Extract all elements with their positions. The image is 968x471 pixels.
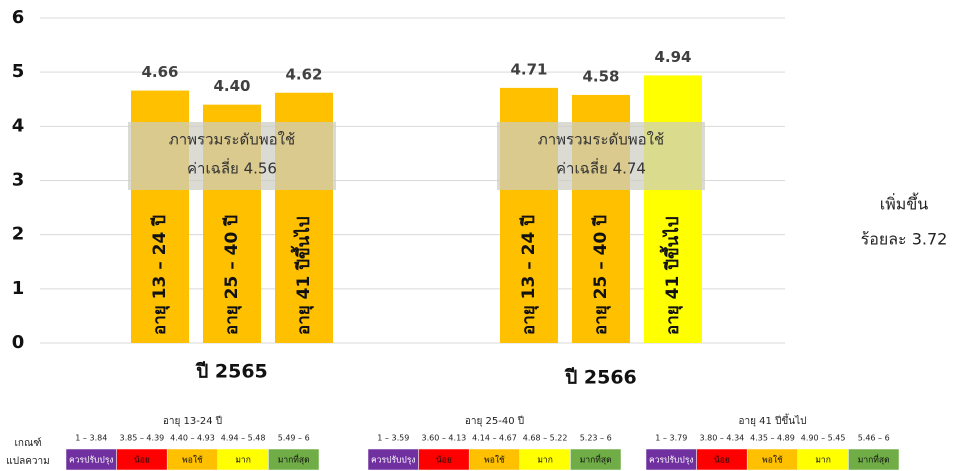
criteria-title: อายุ 25-40 ปี <box>465 415 524 427</box>
criteria-level: มากที่สุด <box>580 454 612 466</box>
criteria-level: ควรปรับปรุง <box>69 456 114 466</box>
summary-box <box>128 122 336 190</box>
criteria-range: 5.49 – 6 <box>278 434 310 443</box>
bar-category-label: อายุ 41 ปีขึ้นไป <box>290 216 314 335</box>
criteria-range: 4.94 – 5.48 <box>221 434 266 443</box>
criteria-level: มากที่สุด <box>858 454 890 466</box>
criteria-range: 1 – 3.59 <box>377 434 409 443</box>
criteria-level: ควรปรับปรุง <box>649 456 694 466</box>
value-label: 4.40 <box>213 77 250 95</box>
y-tick-label: 5 <box>12 61 25 82</box>
bar-category-label: อายุ 25 – 40 ปี <box>590 215 611 335</box>
criteria-range: 3.80 – 4.34 <box>700 434 745 443</box>
value-label: 4.58 <box>582 67 619 85</box>
y-tick-label: 1 <box>12 278 25 299</box>
summary-text: ค่าเฉลี่ย 4.74 <box>556 158 646 178</box>
criteria-cell <box>268 448 320 471</box>
criteria-level: น้อย <box>714 455 730 466</box>
y-tick-label: 2 <box>12 224 25 245</box>
criteria-level: มาก <box>537 456 553 466</box>
y-tick-label: 6 <box>12 7 25 28</box>
criteria-level: มาก <box>815 456 831 466</box>
side-note: ร้อยละ 3.72 <box>861 230 948 249</box>
criteria-level: มาก <box>235 456 251 466</box>
summary-text: ค่าเฉลี่ย 4.56 <box>187 158 277 178</box>
criteria-level: มากที่สุด <box>278 454 310 466</box>
criteria-range: 3.60 – 4.13 <box>422 434 467 443</box>
criteria-cell <box>570 448 622 471</box>
criteria-label: แปลความ <box>6 456 49 467</box>
criteria-title: อายุ 13-24 ปี <box>163 415 222 427</box>
criteria-range: 5.46 – 6 <box>858 434 890 443</box>
criteria-range: 1 – 3.84 <box>75 434 107 443</box>
y-tick-label: 4 <box>12 115 25 136</box>
group-label: ปี 2566 <box>564 367 636 389</box>
bar-category-label: อายุ 25 – 40 ปี <box>221 215 242 335</box>
bar-category-label: อายุ 13 – 24 ปี <box>149 215 170 335</box>
value-label: 4.66 <box>141 63 178 81</box>
criteria-label: เกณฑ์ <box>14 437 41 449</box>
bar <box>644 75 702 344</box>
bar-category-label: อายุ 13 – 24 ปี <box>518 215 539 335</box>
criteria-range: 4.40 – 4.93 <box>170 434 215 443</box>
criteria-level: น้อย <box>436 455 452 466</box>
criteria-level: พอใช้ <box>182 455 203 466</box>
criteria-level: พอใช้ <box>762 455 783 466</box>
y-tick-label: 0 <box>12 332 25 353</box>
summary-text: ภาพรวมระดับพอใช้ <box>538 131 664 149</box>
summary-box <box>497 122 705 190</box>
criteria-range: 4.35 – 4.89 <box>750 434 795 443</box>
criteria-title: อายุ 41 ปีขึ้นไป <box>739 413 807 427</box>
criteria-range: 1 – 3.79 <box>655 434 687 443</box>
value-label: 4.71 <box>510 60 547 78</box>
criteria-range: 5.23 – 6 <box>580 434 612 443</box>
group-label: ปี 2565 <box>195 361 267 383</box>
bar-category-label: อายุ 41 ปีขึ้นไป <box>659 216 683 335</box>
criteria-range: 4.14 – 4.67 <box>472 434 517 443</box>
value-label: 4.62 <box>285 65 322 83</box>
summary-text: ภาพรวมระดับพอใช้ <box>169 131 295 149</box>
criteria-range: 4.68 – 5.22 <box>523 434 568 443</box>
criteria-range: 4.90 – 5.45 <box>801 434 846 443</box>
y-tick-label: 3 <box>12 170 25 191</box>
criteria-range: 3.85 – 4.39 <box>120 434 165 443</box>
value-label: 4.94 <box>654 48 691 66</box>
side-note: เพิ่มขึ้น <box>880 193 929 214</box>
criteria-level: น้อย <box>134 455 150 466</box>
criteria-cell <box>848 448 900 471</box>
criteria-level: พอใช้ <box>484 455 505 466</box>
criteria-level: ควรปรับปรุง <box>371 456 416 466</box>
